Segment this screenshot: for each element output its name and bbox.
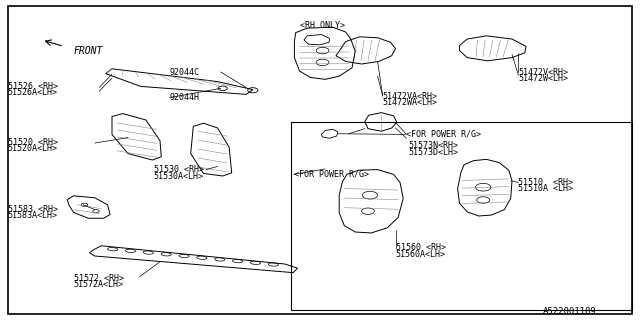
- Text: 51583 <RH>: 51583 <RH>: [8, 205, 58, 214]
- Text: 51560A<LH>: 51560A<LH>: [396, 250, 445, 259]
- Text: 51583A<LH>: 51583A<LH>: [8, 212, 58, 220]
- Text: A522001189: A522001189: [543, 307, 596, 316]
- Text: 51510  <RH>: 51510 <RH>: [518, 178, 573, 187]
- Text: 51573N<RH>: 51573N<RH>: [408, 141, 458, 150]
- Text: 51526A<LH>: 51526A<LH>: [8, 88, 58, 97]
- Text: 51573D<LH>: 51573D<LH>: [408, 148, 458, 156]
- Text: 51560 <RH>: 51560 <RH>: [396, 244, 445, 252]
- Text: 51530A<LH>: 51530A<LH>: [154, 172, 204, 180]
- Bar: [291, 122, 632, 310]
- Text: 51510A <LH>: 51510A <LH>: [518, 184, 573, 193]
- Text: 51526 <RH>: 51526 <RH>: [8, 82, 58, 91]
- Text: 92044C: 92044C: [170, 68, 200, 76]
- Text: 92044H: 92044H: [170, 93, 200, 102]
- Text: 51572A<LH>: 51572A<LH>: [74, 280, 124, 289]
- Text: <RH ONLY>: <RH ONLY>: [300, 21, 344, 30]
- Text: 51520A<LH>: 51520A<LH>: [8, 144, 58, 153]
- Text: 51472V<RH>: 51472V<RH>: [518, 68, 568, 76]
- Text: FRONT: FRONT: [74, 46, 103, 56]
- Text: <FOR POWER R/G>: <FOR POWER R/G>: [406, 130, 481, 139]
- Text: 51472WA<LH>: 51472WA<LH>: [383, 98, 438, 107]
- Text: 51520 <RH>: 51520 <RH>: [8, 138, 58, 147]
- Text: 51572 <RH>: 51572 <RH>: [74, 274, 124, 283]
- Text: 51530 <RH>: 51530 <RH>: [154, 165, 204, 174]
- Text: 51472VA<RH>: 51472VA<RH>: [383, 92, 438, 100]
- Text: <FOR POWER R/G>: <FOR POWER R/G>: [294, 170, 369, 179]
- Text: 51472W<LH>: 51472W<LH>: [518, 74, 568, 83]
